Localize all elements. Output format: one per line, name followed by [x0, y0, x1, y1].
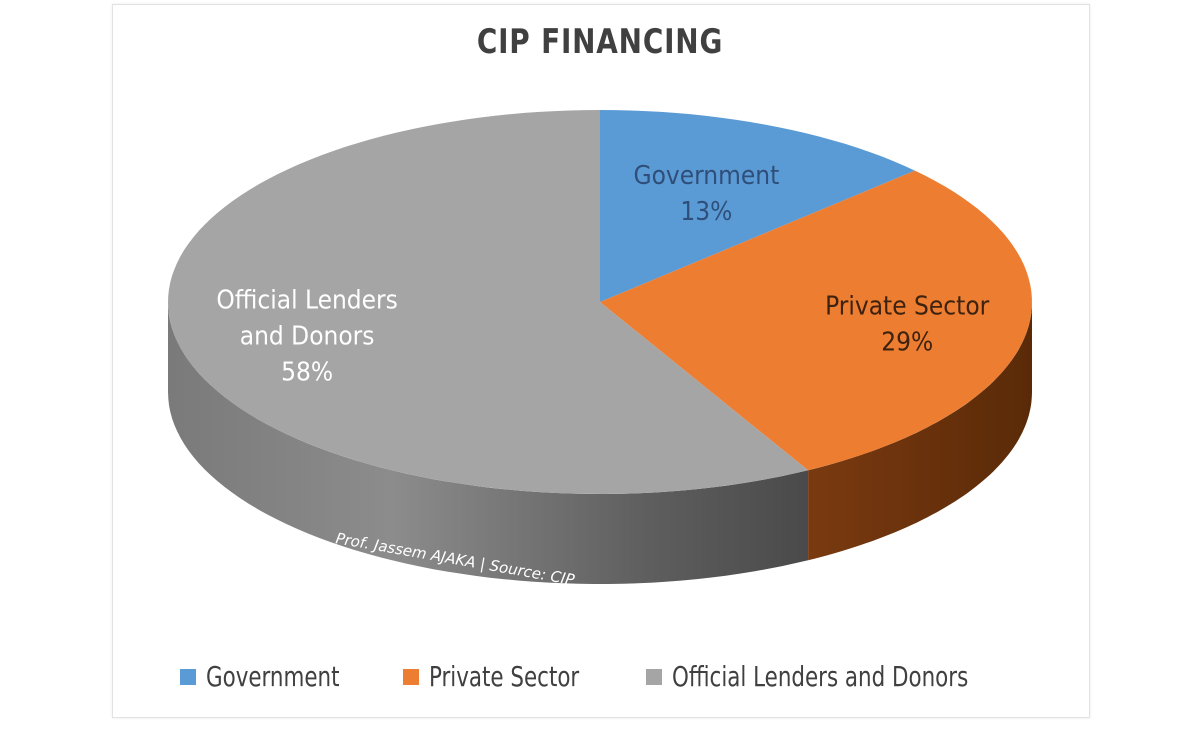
- chart-legend: Government Private Sector Official Lende…: [0, 660, 1200, 693]
- pie-slice-private-sector: [600, 170, 1032, 471]
- legend-item-private-sector: Private Sector: [402, 660, 606, 693]
- legend-label-government: Government: [205, 660, 340, 693]
- legend-label-official-lenders: Official Lenders and Donors: [671, 660, 968, 693]
- legend-swatch-private-sector: [402, 668, 419, 685]
- legend-item-government: Government: [179, 660, 363, 693]
- legend-label-private-sector: Private Sector: [428, 660, 580, 693]
- data-label-government: Government 13%: [633, 161, 779, 227]
- legend-swatch-government: [179, 668, 196, 685]
- pie-side-private-sector: [808, 302, 1032, 561]
- data-label-official-lenders: Official Lenders and Donors 58%: [216, 285, 398, 387]
- legend-item-official-lenders: Official Lenders and Donors: [645, 660, 1021, 693]
- chart-title: CIP FINANCING: [476, 22, 724, 62]
- pie-side-official-lenders: [168, 302, 809, 584]
- data-label-private-sector: Private Sector 29%: [825, 292, 990, 358]
- pie-slice-government: [600, 110, 915, 302]
- legend-swatch-official-lenders: [645, 668, 662, 685]
- pie-slice-official-lenders: [168, 110, 809, 494]
